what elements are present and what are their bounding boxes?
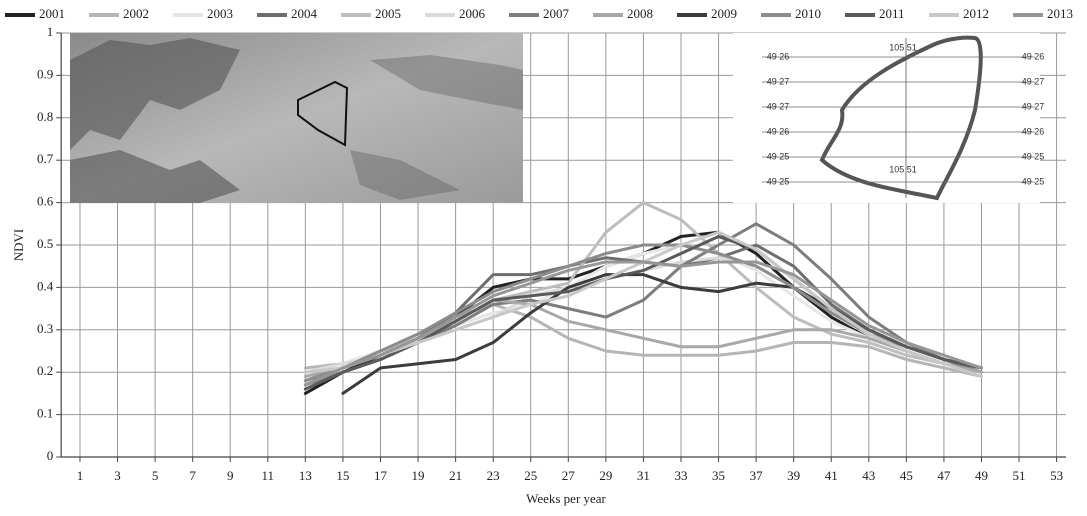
x-tick-label: 29: [599, 468, 612, 483]
x-tick-label: 17: [374, 468, 388, 483]
x-tick-label: 37: [750, 468, 764, 483]
y-tick-label: 1: [47, 24, 54, 39]
y-tick-label: 0.2: [37, 363, 53, 378]
x-tick-label: 3: [114, 468, 121, 483]
x-tick-label: 21: [449, 468, 462, 483]
inset-map: 105 51 105 51 49 26 49 26 49 27 49 27 49 27 49 …: [733, 33, 1044, 203]
map-label: 105 51: [889, 164, 917, 174]
map-label: 49 27: [1022, 101, 1045, 111]
x-tick-label: 35: [712, 468, 725, 483]
map-label: 49 27: [1022, 76, 1045, 86]
legend-label: 2003: [207, 6, 233, 21]
legend-label: 2001: [39, 6, 65, 21]
legend-label: 2013: [1047, 6, 1073, 21]
x-tick-label: 5: [152, 468, 159, 483]
x-tick-label: 27: [562, 468, 576, 483]
y-tick-label: 0: [47, 448, 54, 463]
x-tick-label: 47: [937, 468, 951, 483]
x-tick-label: 33: [674, 468, 687, 483]
y-axis-label: NDVI: [11, 229, 26, 262]
x-tick-label: 9: [227, 468, 234, 483]
legend-label: 2002: [123, 6, 149, 21]
legend-label: 2010: [795, 6, 821, 21]
map-label: 49 26: [1022, 51, 1045, 61]
x-tick-label: 39: [787, 468, 800, 483]
y-tick-label: 0.4: [37, 278, 54, 293]
x-tick-label: 43: [862, 468, 875, 483]
y-tick-label: 0.7: [37, 151, 54, 166]
x-axis-label: Weeks per year: [526, 491, 606, 506]
x-tick-label: 41: [825, 468, 838, 483]
map-label: 49 26: [767, 126, 790, 136]
x-tick-label: 49: [975, 468, 988, 483]
y-tick-label: 0.3: [37, 321, 53, 336]
map-label: 49 27: [767, 101, 790, 111]
map-label: 49 25: [767, 176, 790, 186]
legend: 2001 2002 2003 2004 2005 2006 2007 2008 2009 2010…: [5, 6, 1073, 21]
map-label: 49 25: [767, 151, 790, 161]
x-tick-label: 13: [299, 468, 312, 483]
x-tick-label: 25: [524, 468, 537, 483]
legend-label: 2005: [375, 6, 401, 21]
map-label: 49 26: [1022, 126, 1045, 136]
y-tick-label: 0.6: [37, 194, 54, 209]
map-label: 49 25: [1022, 151, 1045, 161]
x-tick-label: 11: [262, 468, 275, 483]
map-label: 105 51: [889, 42, 917, 52]
x-tick-label: 45: [900, 468, 913, 483]
legend-label: 2012: [963, 6, 989, 21]
x-tick-label: 51: [1013, 468, 1026, 483]
chart: 00.10.20.30.40.50.60.70.80.9113579111315…: [0, 0, 1087, 516]
legend-label: 2004: [291, 6, 318, 21]
legend-label: 2009: [711, 6, 737, 21]
map-label: 49 25: [1022, 176, 1045, 186]
x-tick-label: 15: [336, 468, 349, 483]
x-tick-label: 31: [637, 468, 650, 483]
x-tick-label: 1: [77, 468, 84, 483]
legend-label: 2008: [627, 6, 653, 21]
legend-label: 2011: [879, 6, 905, 21]
x-tick-label: 7: [189, 468, 196, 483]
x-tick-label: 23: [487, 468, 500, 483]
x-tick-label: 19: [412, 468, 425, 483]
map-label: 49 26: [767, 51, 790, 61]
legend-label: 2006: [459, 6, 486, 21]
legend-label: 2007: [543, 6, 570, 21]
x-tick-label: 53: [1050, 468, 1063, 483]
map-label: 49 27: [767, 76, 790, 86]
y-tick-label: 0.1: [37, 406, 53, 421]
terrain-image: [70, 33, 523, 203]
y-tick-label: 0.5: [37, 236, 53, 251]
y-tick-label: 0.9: [37, 66, 53, 81]
y-tick-label: 0.8: [37, 109, 53, 124]
